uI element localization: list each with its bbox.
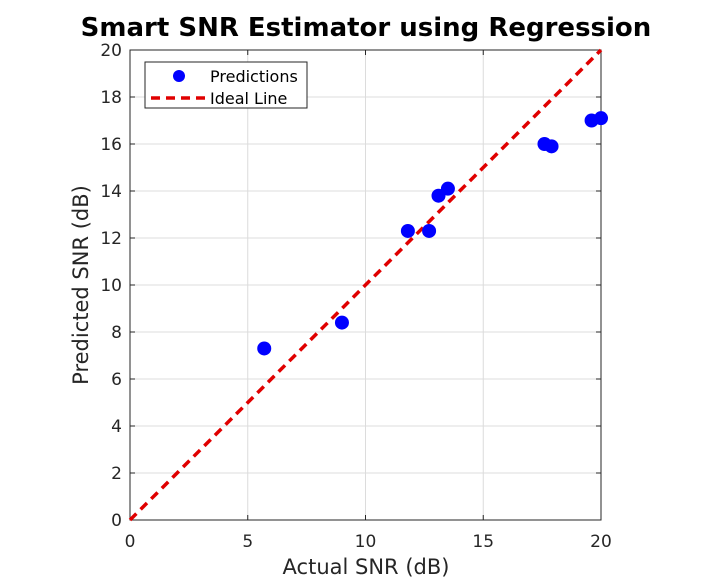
prediction-point bbox=[257, 341, 272, 356]
legend: Predictions Ideal Line bbox=[144, 61, 308, 109]
prediction-point bbox=[422, 223, 437, 238]
prediction-point bbox=[544, 139, 559, 154]
y-tick-label: 6 bbox=[111, 370, 122, 390]
tick-labels: 0 5 10 15 20 0 2 4 6 8 10 12 14 16 18 20 bbox=[100, 41, 611, 552]
y-tick-label: 14 bbox=[100, 182, 122, 202]
prediction-point bbox=[400, 223, 415, 238]
prediction-point bbox=[334, 315, 349, 330]
y-tick-label: 4 bbox=[111, 417, 122, 437]
predictions-series bbox=[257, 111, 608, 356]
prediction-point bbox=[594, 111, 608, 126]
legend-box bbox=[144, 61, 308, 109]
ideal-line-series bbox=[128, 48, 603, 522]
y-tick-label: 8 bbox=[111, 323, 122, 343]
prediction-point bbox=[440, 181, 455, 196]
y-tick-label: 18 bbox=[100, 88, 122, 108]
y-tick-label: 20 bbox=[100, 41, 122, 61]
x-tick-label: 15 bbox=[472, 532, 494, 552]
y-axis-label: Predicted SNR (dB) bbox=[69, 185, 93, 385]
y-tick-label: 10 bbox=[100, 276, 122, 296]
axis-ticks bbox=[129, 49, 602, 521]
legend-predictions-marker bbox=[173, 70, 185, 82]
legend-predictions-label: Predictions bbox=[210, 67, 298, 86]
y-tick-label: 0 bbox=[111, 511, 122, 531]
y-tick-label: 16 bbox=[100, 135, 122, 155]
legend-ideal-line-label: Ideal Line bbox=[210, 89, 287, 108]
ideal-line bbox=[128, 48, 603, 522]
x-tick-label: 5 bbox=[242, 532, 253, 552]
chart-title: Smart SNR Estimator using Regression bbox=[81, 13, 652, 43]
x-axis-label: Actual SNR (dB) bbox=[283, 555, 450, 578]
y-tick-label: 2 bbox=[111, 464, 122, 484]
x-tick-label: 10 bbox=[355, 532, 377, 552]
x-tick-label: 20 bbox=[590, 532, 612, 552]
x-tick-label: 0 bbox=[125, 532, 136, 552]
y-tick-label: 12 bbox=[100, 229, 122, 249]
